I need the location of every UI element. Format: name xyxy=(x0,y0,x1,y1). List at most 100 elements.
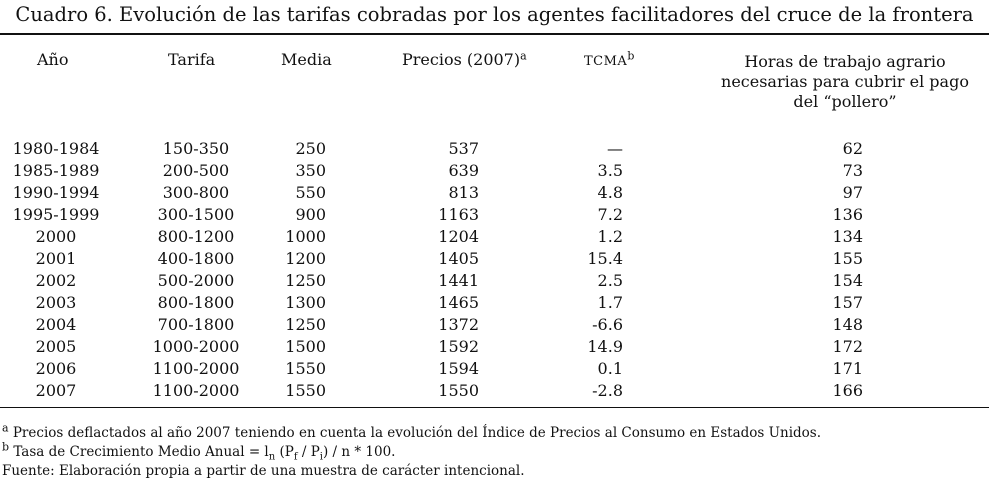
footnote-b-mid2: / P xyxy=(297,444,320,460)
cell-year: 2000 xyxy=(35,227,77,246)
cell-tarifa: 200-500 xyxy=(162,161,230,180)
cell-year: 2004 xyxy=(35,315,77,334)
cell-horas: 155 xyxy=(832,249,863,268)
cell-media: 550 xyxy=(295,183,326,202)
cell-year: 2002 xyxy=(35,271,77,290)
cell-horas: 154 xyxy=(832,271,863,290)
table-row: 2006 1100-2000 1550 1594 0.1 171 xyxy=(0,358,989,380)
cell-tcma: 14.9 xyxy=(587,337,623,356)
table-row: 2005 1000-2000 1500 1592 14.9 172 xyxy=(0,336,989,358)
footnote-b-mid1: (P xyxy=(275,444,294,460)
cell-tarifa: 300-1500 xyxy=(157,205,235,224)
cell-tcma: -6.6 xyxy=(592,315,623,334)
table-row: 2007 1100-2000 1550 1550 -2.8 166 xyxy=(0,380,989,402)
cell-horas: 62 xyxy=(842,139,863,158)
cell-tarifa: 700-1800 xyxy=(157,315,235,334)
footnote-b-sub-n: n xyxy=(268,451,276,463)
cell-horas: 171 xyxy=(832,359,863,378)
cell-tcma: — xyxy=(607,139,623,158)
cell-year: 1985-1989 xyxy=(12,161,100,180)
footnote-b-pre: Tasa de Crecimiento Medio Anual = l xyxy=(9,444,269,460)
cell-media: 900 xyxy=(295,205,326,224)
cell-tcma: 1.2 xyxy=(597,227,623,246)
header-tcma: TCMAb xyxy=(584,50,634,72)
cell-precio: 1204 xyxy=(438,227,479,246)
header-hours: Horas de trabajo agrario necesarias para… xyxy=(716,52,974,112)
header-hours-line3: del “pollero” xyxy=(793,92,897,111)
footnote-mark-b: b xyxy=(627,49,635,63)
cell-tarifa: 1000-2000 xyxy=(152,337,240,356)
cell-precio: 813 xyxy=(448,183,479,202)
cell-media: 1250 xyxy=(285,315,326,334)
cell-horas: 157 xyxy=(832,293,863,312)
header-precios-label: Precios (2007) xyxy=(402,50,521,69)
table-title: Cuadro 6. Evolución de las tarifas cobra… xyxy=(15,3,974,26)
cell-precio: 1592 xyxy=(438,337,479,356)
table-row: 1995-1999 300-1500 900 1163 7.2 136 xyxy=(0,204,989,226)
cell-horas: 136 xyxy=(832,205,863,224)
cell-tcma: 0.1 xyxy=(597,359,623,378)
cell-tarifa: 800-1200 xyxy=(157,227,235,246)
cell-media: 1550 xyxy=(285,381,326,400)
cell-tarifa: 400-1800 xyxy=(157,249,235,268)
cell-precio: 1372 xyxy=(438,315,479,334)
cell-media: 1550 xyxy=(285,359,326,378)
table-row: 2003 800-1800 1300 1465 1.7 157 xyxy=(0,292,989,314)
cell-year: 1990-1994 xyxy=(12,183,100,202)
cell-year: 2005 xyxy=(35,337,77,356)
cell-precio: 537 xyxy=(448,139,479,158)
cell-horas: 172 xyxy=(832,337,863,356)
footnote-mark-a: a xyxy=(520,49,527,63)
cell-tcma: 1.7 xyxy=(597,293,623,312)
cell-tcma: 3.5 xyxy=(597,161,623,180)
cell-year: 2007 xyxy=(35,381,77,400)
top-rule xyxy=(0,33,989,35)
table-row: 2002 500-2000 1250 1441 2.5 154 xyxy=(0,270,989,292)
cell-horas: 134 xyxy=(832,227,863,246)
footnote-b-mark: b xyxy=(2,440,10,454)
cell-media: 1200 xyxy=(285,249,326,268)
cell-tcma: -2.8 xyxy=(592,381,623,400)
cell-tcma: 4.8 xyxy=(597,183,623,202)
cell-media: 1300 xyxy=(285,293,326,312)
cell-tarifa: 1100-2000 xyxy=(152,359,240,378)
footnote-a-mark: a xyxy=(2,421,9,435)
cell-horas: 97 xyxy=(842,183,863,202)
cell-tarifa: 150-350 xyxy=(162,139,230,158)
header-precios: Precios (2007)a xyxy=(402,50,527,70)
cell-year: 2006 xyxy=(35,359,77,378)
table-row: 2001 400-1800 1200 1405 15.4 155 xyxy=(0,248,989,270)
cell-media: 350 xyxy=(295,161,326,180)
cell-media: 250 xyxy=(295,139,326,158)
cell-tcma: 7.2 xyxy=(597,205,623,224)
table-row: 1990-1994 300-800 550 813 4.8 97 xyxy=(0,182,989,204)
cell-horas: 73 xyxy=(842,161,863,180)
footnote-b-sub-i: i xyxy=(319,451,323,463)
footnote-a-text: Precios deflactados al año 2007 teniendo… xyxy=(8,425,822,441)
cell-tcma: 15.4 xyxy=(587,249,623,268)
header-year: Año xyxy=(37,50,69,69)
cell-tarifa: 1100-2000 xyxy=(152,381,240,400)
cell-year: 2001 xyxy=(35,249,77,268)
cell-horas: 148 xyxy=(832,315,863,334)
cell-precio: 1550 xyxy=(438,381,479,400)
footnote-b-sub-f: f xyxy=(293,451,298,463)
cell-tarifa: 500-2000 xyxy=(157,271,235,290)
cell-horas: 166 xyxy=(832,381,863,400)
header-tarifa: Tarifa xyxy=(168,50,216,69)
cell-precio: 1405 xyxy=(438,249,479,268)
table-row: 2004 700-1800 1250 1372 -6.6 148 xyxy=(0,314,989,336)
source-note: Fuente: Elaboración propia a partir de u… xyxy=(2,463,525,479)
footnote-a: a Precios deflactados al año 2007 tenien… xyxy=(2,421,822,442)
cell-media: 1000 xyxy=(285,227,326,246)
table-row: 2000 800-1200 1000 1204 1.2 134 xyxy=(0,226,989,248)
cell-precio: 1163 xyxy=(438,205,479,224)
cell-tarifa: 800-1800 xyxy=(157,293,235,312)
footnote-b-post: ) / n * 100. xyxy=(322,444,396,460)
cell-year: 2003 xyxy=(35,293,77,312)
header-hours-line2: necesarias para cubrir el pago xyxy=(721,72,969,91)
header-tcma-label: TCMA xyxy=(584,54,628,69)
cell-year: 1980-1984 xyxy=(12,139,100,158)
table-row: 1980-1984 150-350 250 537 — 62 xyxy=(0,138,989,160)
bottom-rule xyxy=(0,407,989,408)
